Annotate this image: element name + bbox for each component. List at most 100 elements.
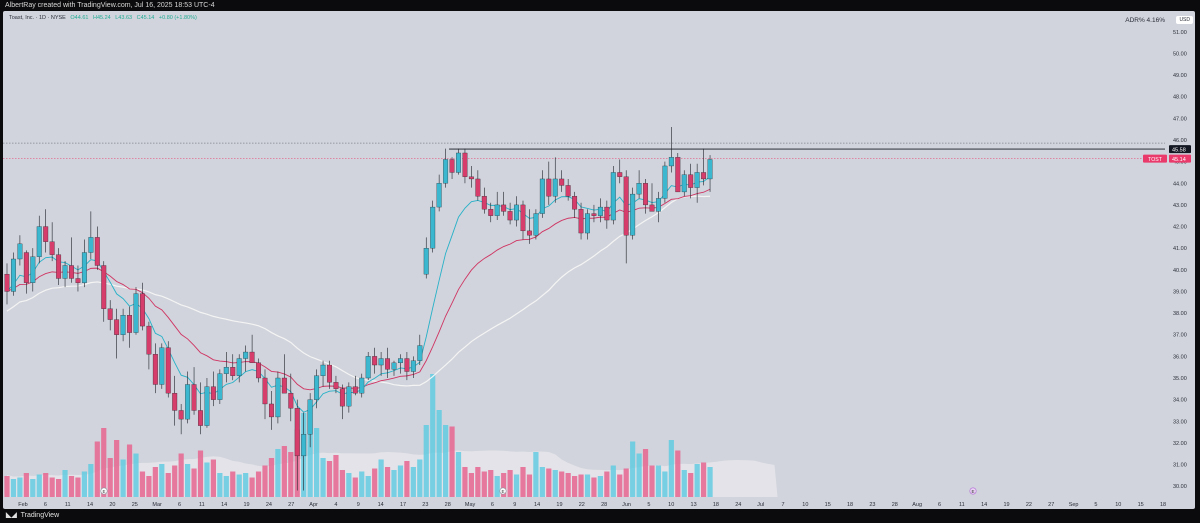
volume-bar [339,470,345,497]
volume-bar [423,425,429,497]
y-tick-label: 43.00 [1173,203,1187,209]
candle-body [172,392,178,411]
x-tick-label: 24 [266,502,272,508]
volume-bar [4,476,10,497]
candle-body [333,382,339,389]
candle-body [430,206,436,249]
volume-bar [681,470,687,497]
chart-panel[interactable]: 30.00 31.00 32.00 33.00 34.00 35.00 36.00 37.00… [3,11,1195,509]
ema-mid-line [6,188,711,391]
volume-bar [572,476,578,497]
candle-body [178,410,184,420]
resistance-price-tag: 45.58 [1172,147,1186,153]
candle-body [681,174,687,193]
volume-bar [417,459,423,497]
last-price-tag-prefix: TOST [1148,157,1163,163]
candle-body [488,209,494,216]
candle-body [649,204,655,212]
volume-bar [597,476,603,497]
volume-bar [165,473,171,497]
candle-body [436,183,442,208]
y-tick-label: 30.00 [1173,484,1187,490]
footer-bar: ◣◢ TradingView [0,509,1200,523]
volume-bar [210,459,216,497]
currency-button[interactable]: USD [1176,16,1193,24]
adr-indicator: ADR% 4.16% [1125,17,1165,24]
candle-body [449,159,455,173]
candle-body [636,183,642,195]
x-tick-label: 5 [647,502,650,508]
volume-bar [694,464,700,497]
close-value: C45.14 [136,15,155,21]
volume-bar [68,476,75,497]
x-tick-label: 10 [668,502,674,508]
volume-bar [249,477,255,497]
volume-bar [275,449,281,497]
candle-body [675,157,681,193]
volume-bar [636,453,642,497]
candle-body [301,434,307,457]
volume-bar [352,477,358,497]
volume-bar [539,467,545,497]
candle-body [268,403,274,418]
candle-body [17,243,23,260]
volume-bar [552,470,558,497]
candle-body [410,360,416,372]
candle-body [365,356,371,379]
x-tick-label: 18 [1160,502,1166,508]
candle-body [443,159,449,184]
candle-body [539,178,545,214]
candle-body [559,178,565,186]
x-tick-label: 5 [1094,502,1097,508]
candle-body [191,384,197,411]
volume-bar [655,465,662,497]
candle-body [249,351,255,364]
candle-body [256,362,261,379]
volume-bar [642,449,649,497]
candle-body [288,392,294,409]
x-tick-label: 11 [959,502,965,508]
y-tick-label: 31.00 [1173,463,1187,469]
x-tick-label: 6 [938,502,941,508]
volume-bar [120,459,126,497]
y-tick-label: 37.00 [1173,333,1187,339]
volume-bar [475,467,481,497]
candle-body [243,351,249,359]
volume-bar [268,458,275,497]
symbol-legend: Toast, Inc. · 1D · NYSE O44.61 H45.24 L4… [9,15,200,21]
volume-bar [662,471,668,497]
volume-bar [320,458,326,497]
volume-bar [481,471,487,497]
volume-bar [449,426,455,497]
candle-body [481,196,487,210]
candle-body [204,386,210,426]
y-tick-label: 36.00 [1173,354,1187,360]
volume-bar [101,428,107,497]
volume-bar [333,455,339,497]
volume-bar [443,425,449,497]
volume-bar [630,441,636,497]
x-tick-label: 28 [892,502,898,508]
candle-body [501,204,507,212]
x-tick-label: 9 [357,502,360,508]
x-tick-label: 14 [87,502,93,508]
earnings-marker-label: E [501,489,504,494]
earnings-marker [100,487,108,495]
volume-bar [397,465,404,497]
volume-bar [384,467,391,497]
price-chart[interactable]: 30.00 31.00 32.00 33.00 34.00 35.00 36.00 37.00… [3,11,1195,509]
x-tick-label: 24 [735,502,741,508]
x-tick-label: 20 [109,502,115,508]
volume-bar [533,452,539,497]
x-tick-label: 11 [199,502,205,508]
candle-body [217,373,223,400]
candle-body [423,248,429,275]
x-tick-label: 7 [781,502,784,508]
chart-credit: AlbertRay created with TradingView.com, … [0,0,1200,11]
x-tick-label: 4 [334,502,337,508]
x-tick-label: 9 [513,502,516,508]
candle-body [404,358,410,372]
volume-bar [146,476,152,497]
volume-bar [17,477,23,497]
candle-body [327,364,332,383]
